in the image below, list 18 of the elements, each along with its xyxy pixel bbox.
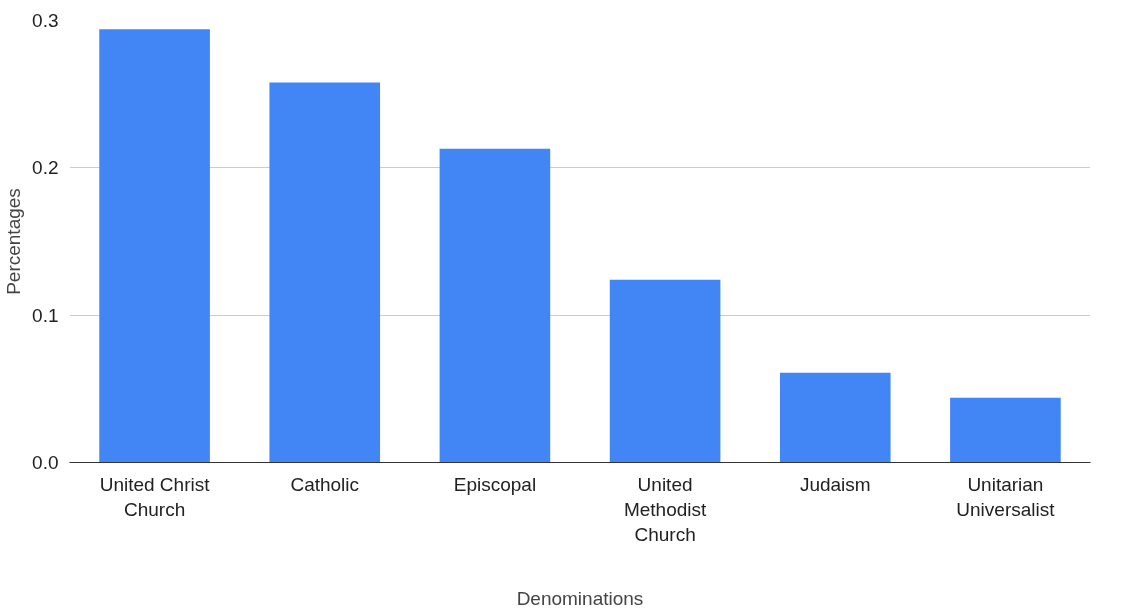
bar — [99, 29, 210, 463]
y-tick-label: 0.1 — [32, 304, 59, 326]
bar — [950, 397, 1061, 463]
x-tick-label: Catholic — [290, 473, 360, 495]
y-axis-title: Percentages — [3, 188, 25, 295]
y-tick-label: 0.0 — [32, 452, 59, 473]
bar — [269, 82, 381, 463]
x-tick-label: United Methodist Church — [623, 473, 707, 545]
y-tick-label: 0.3 — [32, 10, 59, 31]
bar — [779, 372, 891, 463]
x-tick-label: United Christ Church — [99, 473, 211, 520]
bar — [609, 279, 721, 463]
x-tick-label: Unitarian Universalist — [956, 473, 1056, 520]
x-tick-label: Episcopal — [453, 473, 537, 495]
bar — [439, 148, 551, 463]
y-tick-label: 0.2 — [32, 157, 59, 179]
x-axis-title: Denominations — [516, 587, 644, 609]
x-tick-label: Judaism — [799, 473, 871, 495]
